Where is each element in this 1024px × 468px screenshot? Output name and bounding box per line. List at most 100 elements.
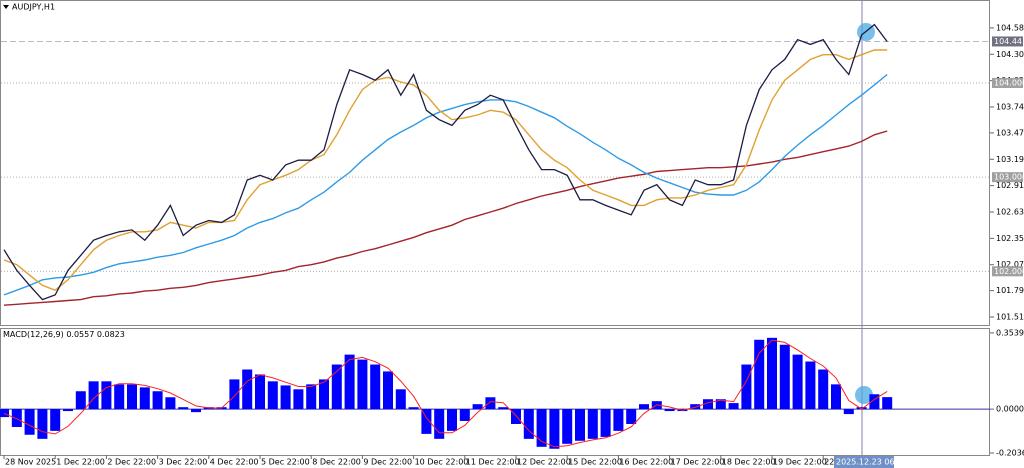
histogram-bar — [383, 371, 393, 410]
histogram-bar — [229, 379, 240, 410]
x-tick-label: 18 Dec 22:00 — [722, 458, 776, 467]
x-tick-label: 15 Dec 22:00 — [568, 458, 622, 467]
y-tick-label: 103.745 — [996, 102, 1024, 111]
x-tick-label: 5 Dec 22:00 — [261, 458, 310, 467]
y-tick-label: 102.910 — [996, 181, 1024, 190]
chart-title: AUDJPY,H1 — [12, 3, 55, 12]
histogram-bar — [472, 404, 483, 410]
signal-reading: 0.0823 — [97, 330, 125, 339]
macd-title: MACD(12,26,9) 0.0557 0.0823 — [3, 330, 125, 339]
histogram-bar — [280, 385, 291, 410]
histogram-bar — [511, 409, 521, 424]
x-tick-label: 4 Dec 22:00 — [210, 458, 259, 467]
y-tick-label: 102.630 — [996, 207, 1024, 216]
x-tick-label: 3 Dec 22:00 — [159, 458, 208, 467]
level-label: 102.000 — [994, 267, 1024, 276]
histogram-bar — [562, 409, 573, 444]
histogram-bar — [408, 407, 419, 410]
macd-name: MACD(12,26,9) — [3, 330, 64, 339]
histogram-bar — [395, 389, 406, 410]
histogram-bar — [741, 364, 752, 410]
histogram-bar — [626, 409, 637, 424]
level-label-box — [992, 266, 1023, 277]
y-tick-label: 103.470 — [996, 128, 1024, 137]
histogram-bar — [818, 369, 829, 410]
x-tick-label: 9 Dec 22:00 — [363, 458, 412, 467]
price-line — [3, 73, 888, 296]
histogram-bar — [447, 409, 457, 431]
macd-panel-frame — [0, 328, 990, 456]
histogram-bar — [843, 409, 854, 415]
histogram-bar — [357, 359, 368, 410]
crosshair-label: 2025.12.23 06:00 — [836, 458, 907, 467]
histogram-bar — [344, 354, 355, 410]
histogram-bar — [50, 409, 61, 431]
histogram-bar — [639, 404, 649, 410]
histogram-bar — [37, 409, 48, 439]
current-price-box — [992, 36, 1023, 47]
histogram-bar — [536, 409, 547, 447]
signal-line — [3, 339, 888, 448]
level-label-box — [992, 77, 1023, 88]
y-tick-label: 102.350 — [996, 234, 1024, 243]
histogram-bar — [664, 409, 675, 412]
price-line — [3, 130, 888, 306]
histogram-bar — [703, 399, 713, 410]
histogram-bar — [165, 397, 176, 410]
histogram-bar — [319, 379, 329, 410]
histogram-bar — [613, 409, 624, 431]
histogram-bar — [728, 403, 739, 410]
level-label: 103.000 — [994, 173, 1024, 182]
histogram-bar — [882, 397, 893, 410]
histogram-bar — [779, 344, 790, 410]
y-tick-label: 0.0000 — [996, 405, 1024, 414]
plot-layer: 104.585104.305104.025103.745103.470103.1… — [0, 23, 1024, 468]
histogram-bar — [75, 391, 86, 410]
histogram-bar — [191, 409, 201, 413]
histogram-bar — [587, 409, 598, 439]
x-tick-label: 28 Nov 2025 — [5, 458, 56, 467]
histogram-bar — [331, 364, 342, 410]
histogram-bar — [152, 391, 163, 410]
histogram-bar — [523, 409, 534, 439]
x-tick-label: 12 Dec 22:00 — [517, 458, 571, 467]
histogram-bar — [715, 399, 726, 410]
histogram-bar — [370, 364, 381, 410]
y-tick-label: 103.190 — [996, 155, 1024, 164]
histogram-bar — [63, 409, 73, 412]
x-tick-label: 2 Dec 22:00 — [107, 458, 156, 467]
histogram-bar — [575, 409, 585, 441]
histogram-bar — [869, 394, 880, 410]
histogram-bar — [754, 339, 765, 410]
level-label-box — [992, 172, 1023, 183]
histogram-bar — [831, 384, 841, 410]
histogram-bar — [498, 407, 509, 410]
y-tick-label: 101.795 — [996, 286, 1024, 295]
histogram-bar — [255, 374, 265, 410]
histogram-bar — [101, 381, 112, 410]
current-price-label: 104.441 — [994, 37, 1024, 46]
price-panel-frame — [0, 0, 990, 326]
histogram-bar — [306, 384, 317, 410]
histogram-bar — [600, 409, 611, 437]
highlight-circle — [855, 386, 873, 404]
histogram-bar — [178, 407, 189, 410]
histogram-bar — [24, 409, 35, 435]
histogram-bar — [434, 409, 445, 439]
x-tick-label: 16 Dec 22:00 — [619, 458, 673, 467]
price-line — [3, 49, 888, 291]
x-tick-label: 1 Dec 22:00 — [56, 458, 105, 467]
histogram-bar — [139, 387, 150, 410]
histogram-bar — [421, 409, 432, 434]
histogram-bar — [242, 369, 253, 410]
x-tick-label: 11 Dec 22:00 — [466, 458, 520, 467]
level-label: 104.000 — [994, 78, 1024, 87]
histogram-bar — [267, 381, 278, 410]
histogram-bar — [127, 384, 137, 410]
y-tick-label: 104.305 — [996, 50, 1024, 59]
y-tick-label: 101.515 — [996, 312, 1024, 321]
x-tick-label: 8 Dec 22:00 — [312, 458, 361, 467]
histogram-bar — [767, 337, 777, 410]
y-tick-label: 102.070 — [996, 260, 1024, 269]
